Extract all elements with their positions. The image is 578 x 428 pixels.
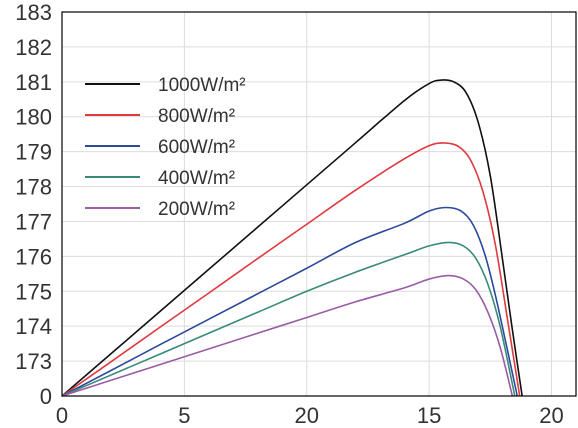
y-tick-label: 183 <box>15 0 52 25</box>
series-line-4 <box>61 241 516 397</box>
series-line-5 <box>61 274 514 397</box>
y-tick-label: 180 <box>15 105 52 130</box>
x-tick-label: 15 <box>417 403 441 428</box>
y-tick-label: 173 <box>15 349 52 374</box>
x-tick-label: 0 <box>56 403 68 428</box>
y-tick-label: 0 <box>40 384 52 409</box>
series-line-3 <box>61 206 519 397</box>
series-layer <box>61 79 523 397</box>
legend-label: 1000W/m² <box>158 75 246 96</box>
y-tick-label: 176 <box>15 244 52 269</box>
series-line-2 <box>61 142 521 397</box>
y-tick-label: 175 <box>15 279 52 304</box>
x-tick-labels: 0 5 20 15 20 <box>56 403 564 428</box>
x-tick-label: 5 <box>178 403 190 428</box>
legend: 1000W/m² 800W/m² 600W/m² 400W/m² 200W/m² <box>85 75 246 220</box>
legend-label: 800W/m² <box>158 106 235 127</box>
y-tick-label: 181 <box>15 70 52 95</box>
legend-label: 400W/m² <box>158 168 235 189</box>
y-tick-label: 177 <box>15 209 52 234</box>
y-tick-label: 179 <box>15 140 52 165</box>
series-line-1 <box>61 79 523 397</box>
y-tick-label: 182 <box>15 35 52 60</box>
y-tick-labels: 0 173 174 175 176 177 178 179 180 181 182 183 <box>15 0 52 409</box>
plot-frame <box>61 11 577 397</box>
legend-label: 600W/m² <box>158 137 235 158</box>
x-tick-label: 20 <box>295 403 319 428</box>
x-tick-label: 20 <box>539 403 563 428</box>
grid <box>62 12 576 396</box>
y-tick-label: 178 <box>15 175 52 200</box>
legend-label: 200W/m² <box>158 199 235 220</box>
y-tick-label: 174 <box>15 314 52 339</box>
